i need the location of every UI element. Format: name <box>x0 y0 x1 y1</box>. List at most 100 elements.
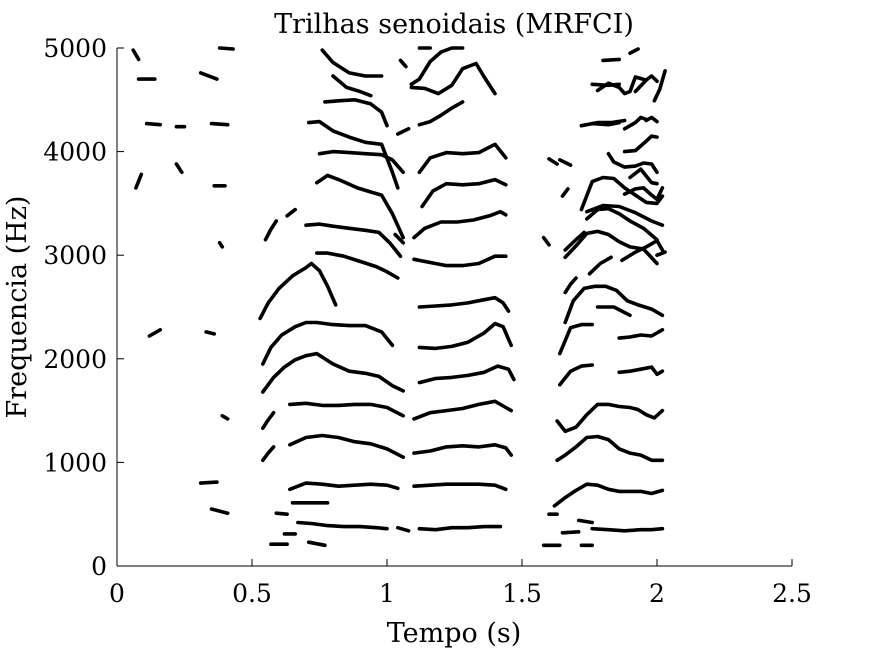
sinusoidal-track-59 <box>541 235 551 247</box>
sinusoidal-track-49 <box>420 177 508 209</box>
sinusoidal-track-82 <box>617 328 665 340</box>
sinusoidal-track-32 <box>315 173 405 240</box>
sinusoidal-track-8 <box>209 121 230 127</box>
sinusoidal-track-72 <box>560 530 581 535</box>
sinusoidal-track-95 <box>622 134 659 154</box>
sinusoidal-track-91 <box>601 57 621 63</box>
sinusoidal-track-35 <box>306 119 400 190</box>
x-tick-label: 0 <box>109 579 125 608</box>
x-tick-label: 2 <box>649 579 665 608</box>
sinusoidal-track-10 <box>217 46 235 51</box>
sinusoidal-track-75 <box>563 284 665 325</box>
sinusoidal-track-57 <box>412 482 508 492</box>
sinusoidal-track-99 <box>579 118 627 128</box>
sinusoidal-track-68 <box>558 363 594 387</box>
x-tick-label: 1.5 <box>502 579 542 608</box>
sinusoidal-track-38 <box>331 74 373 98</box>
sinusoidal-track-42 <box>398 58 408 69</box>
sinusoidal-track-53 <box>417 321 513 351</box>
sinusoidal-track-40 <box>393 232 405 245</box>
sinusoidal-track-88 <box>628 167 659 186</box>
sinusoidal-track-15 <box>209 507 230 515</box>
sinusoidal-track-2 <box>144 121 162 127</box>
sinusoidal-track-100 <box>585 203 665 227</box>
sinusoidal-track-94 <box>644 115 659 124</box>
sinusoidal-track-76 <box>563 229 659 266</box>
sinusoidal-track-13 <box>220 414 230 421</box>
sinusoidal-track-43 <box>396 525 411 533</box>
y-axis-ticks: 0 1000 2000 3000 4000 5000 <box>43 34 124 581</box>
sinusoidal-track-65 <box>555 434 665 463</box>
sinusoidal-track-41 <box>396 127 411 136</box>
sinusoidal-track-78 <box>579 175 665 212</box>
sinusoidal-track-34 <box>315 251 400 280</box>
sinusoidal-track-87 <box>622 115 648 131</box>
sinusoidal-track-14 <box>198 480 219 485</box>
sinusoidal-track-73 <box>576 518 594 525</box>
sinusoidal-track-6 <box>174 162 184 175</box>
y-tick-label: 5000 <box>43 34 107 63</box>
sinusoidal-track-98 <box>595 75 648 96</box>
sinusoidal-track-17 <box>285 207 297 218</box>
x-tick-label: 2.5 <box>772 579 812 608</box>
sinusoidal-track-16 <box>263 219 279 242</box>
sinusoidal-track-60 <box>547 157 559 166</box>
sinusoidal-track-77 <box>585 206 659 242</box>
series-layer <box>131 46 667 548</box>
sinusoidal-track-67 <box>558 322 594 356</box>
sinusoidal-track-39 <box>320 48 384 78</box>
sinusoidal-track-55 <box>412 399 513 421</box>
sinusoidal-track-56 <box>412 443 513 457</box>
sinusoidal-track-52 <box>417 295 511 313</box>
y-tick-label: 2000 <box>43 345 107 374</box>
sinusoidal-track-27 <box>274 511 289 516</box>
sinusoidal-track-58 <box>417 524 503 532</box>
sinusoidal-track-23 <box>261 445 276 463</box>
sinusoidal-track-86 <box>622 186 665 202</box>
sinusoidal-track-71 <box>560 187 570 198</box>
sinusoidal-track-63 <box>558 158 573 167</box>
y-tick-label: 4000 <box>43 138 107 167</box>
sinusoidal-track-18 <box>258 261 338 321</box>
sinusoidal-track-36 <box>317 149 405 175</box>
x-tick-label: 1 <box>379 579 395 608</box>
sinusoidal-track-80 <box>595 305 632 318</box>
sinusoidal-track-24 <box>288 433 405 459</box>
sinusoidal-track-22 <box>288 401 405 418</box>
sinusoidal-track-12 <box>204 330 216 336</box>
sinusoidal-track-79 <box>587 255 613 276</box>
sinusoidal-track-21 <box>261 410 276 430</box>
y-tick-label: 3000 <box>43 241 107 270</box>
y-tick-label: 1000 <box>43 448 107 477</box>
sinusoidal-track-48 <box>417 142 508 175</box>
sinusoidal-track-37 <box>323 98 389 128</box>
sinusoidal-track-7 <box>198 71 219 81</box>
sinusoidal-track-69 <box>563 230 586 252</box>
sinusoidal-track-66 <box>552 482 665 508</box>
sinusoidal-track-54 <box>417 364 516 385</box>
y-tick-label: 0 <box>91 552 107 581</box>
sinusoidal-track-11 <box>217 241 225 249</box>
sinusoidal-track-3 <box>134 172 144 190</box>
sinusoidal-track-92 <box>628 47 640 55</box>
sinusoidal-track-0 <box>131 48 141 62</box>
sinusoidal-track-84 <box>620 238 665 263</box>
sinusoidal-track-93 <box>633 74 659 94</box>
sinusoidal-track-51 <box>412 254 508 268</box>
sinusoidal-track-85 <box>606 151 659 175</box>
sinusoidal-track-50 <box>412 209 508 240</box>
sinusoidal-track-64 <box>555 402 665 434</box>
sinusoidal-track-28 <box>296 520 389 531</box>
sinusoidal-track-4 <box>147 328 162 338</box>
chart-title: Trilhas senoidais (MRFCI) <box>274 9 634 40</box>
sinusoidal-track-25 <box>288 481 400 492</box>
x-tick-label: 0.5 <box>232 579 272 608</box>
sinusoidal-track-31 <box>306 540 327 548</box>
sinusoidal-track-97 <box>655 250 667 257</box>
y-axis-label: Frequencia (Hz) <box>2 196 33 419</box>
sinusoidal-track-70 <box>563 276 578 295</box>
sinusoidal-track-96 <box>652 69 667 103</box>
x-axis-label: Tempo (s) <box>387 618 522 649</box>
sinusoidal-track-19 <box>261 320 395 366</box>
